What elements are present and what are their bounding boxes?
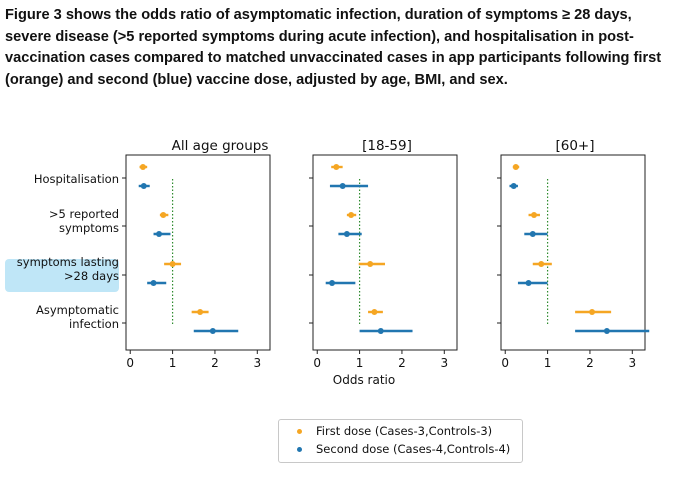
second-dose-point [377, 328, 384, 334]
second-dose-point [140, 183, 147, 189]
first-dose-point [531, 212, 538, 218]
legend-label-first-dose: First dose (Cases-3,Controls-3) [316, 424, 493, 438]
panel-title: All age groups [172, 138, 269, 154]
category-label: symptoms [59, 221, 119, 235]
x-tick-label: 0 [313, 356, 321, 370]
second-dose-point [603, 328, 610, 334]
second-dose-point [329, 280, 336, 286]
legend-label-second-dose: Second dose (Cases-4,Controls-4) [316, 442, 511, 456]
second-dose-point [525, 280, 532, 286]
category-label: Hospitalisation [34, 172, 119, 186]
x-tick-label: 1 [544, 356, 552, 370]
first-dose-point [348, 212, 355, 218]
category-label: symptoms lasting [17, 255, 119, 269]
first-dose-point [333, 164, 340, 170]
category-label: Asymptomatic [36, 303, 119, 317]
legend-item-first-dose: First dose (Cases-3,Controls-3) [279, 423, 492, 439]
panel-2: [18-59] 0 1 2 3 [309, 138, 458, 370]
panel-title: [60+] [555, 138, 594, 154]
panel-3: [60+] 0 1 2 3 [497, 138, 650, 370]
second-dose-point [156, 231, 163, 237]
first-dose-point [197, 309, 204, 315]
second-dose-point [209, 328, 216, 334]
first-dose-point [589, 309, 596, 315]
x-tick-label: 1 [169, 356, 177, 370]
first-dose-point [160, 212, 167, 218]
panel-frame [500, 154, 646, 351]
panel-frame [312, 154, 458, 351]
first-dose-point [367, 261, 374, 267]
panel-frame [125, 154, 271, 351]
second-dose-point [529, 231, 536, 237]
first-dose-point [512, 164, 519, 170]
second-dose-point [150, 280, 157, 286]
x-tick-label: 2 [211, 356, 219, 370]
x-tick-label: 3 [440, 356, 448, 370]
x-tick-label: 3 [628, 356, 636, 370]
first-dose-point [538, 261, 545, 267]
first-dose-point [169, 261, 176, 267]
x-tick-label: 2 [586, 356, 594, 370]
chart-legend: First dose (Cases-3,Controls-3) Second d… [278, 419, 523, 463]
category-label: >5 reported [49, 207, 119, 221]
category-label: >28 days [64, 269, 119, 283]
second-dose-marker-icon [297, 446, 302, 452]
legend-item-second-dose: Second dose (Cases-4,Controls-4) [279, 441, 510, 457]
second-dose-point [339, 183, 346, 189]
x-tick-label: 1 [356, 356, 364, 370]
x-tick-label: 0 [501, 356, 509, 370]
x-tick-label: 2 [398, 356, 406, 370]
x-tick-label: 3 [253, 356, 261, 370]
x-axis-label: Odds ratio [333, 373, 395, 387]
first-dose-point [139, 164, 146, 170]
category-highlight [5, 259, 119, 292]
first-dose-marker-icon [297, 428, 302, 434]
category-label: infection [69, 317, 119, 331]
figure-caption: Figure 3 shows the odds ratio of asympto… [5, 7, 662, 88]
second-dose-point [343, 231, 350, 237]
second-dose-point [510, 183, 517, 189]
panel-title: [18-59] [362, 138, 412, 154]
first-dose-point [371, 309, 378, 315]
panel-1: All age groups 0 1 2 3 [122, 138, 271, 370]
x-tick-label: 0 [126, 356, 134, 370]
